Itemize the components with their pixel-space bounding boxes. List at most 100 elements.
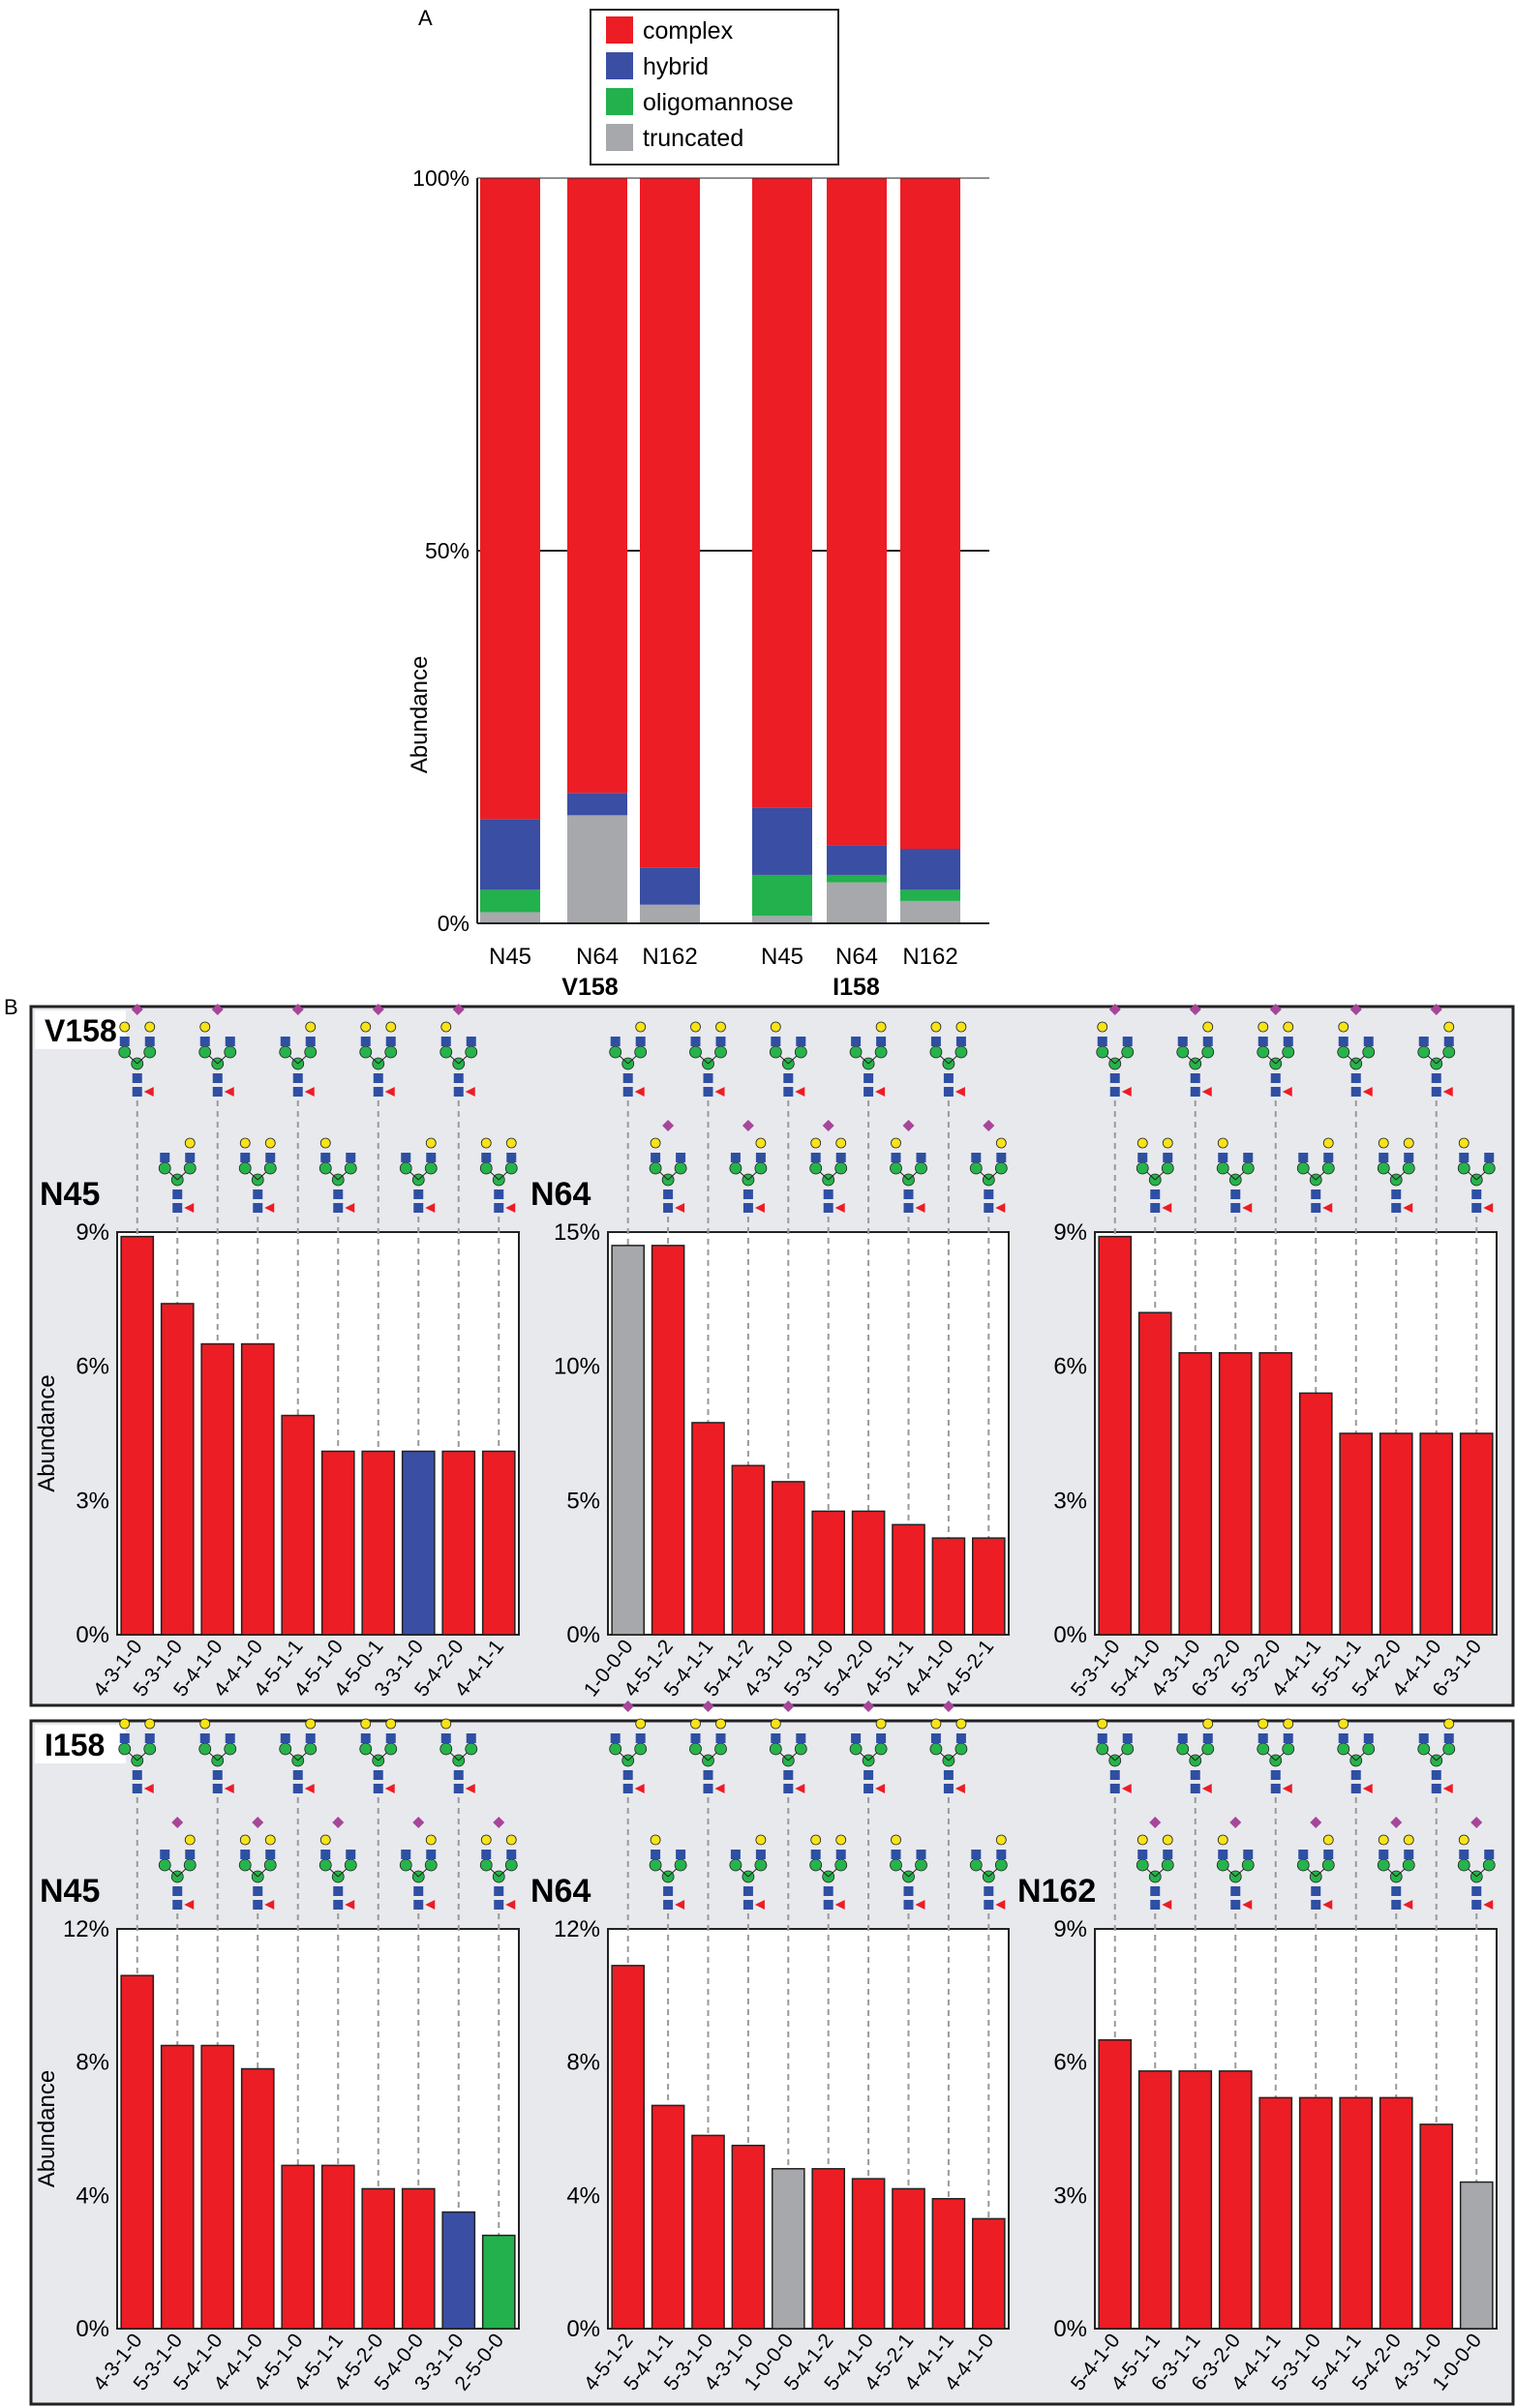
y-tick-label: 0% bbox=[76, 1622, 109, 1648]
galactose-icon bbox=[1403, 1834, 1414, 1846]
fucose-icon bbox=[1442, 1087, 1453, 1097]
bar bbox=[1298, 2096, 1333, 2330]
glcnac-icon bbox=[1109, 1784, 1120, 1793]
glcnac-icon bbox=[320, 1850, 331, 1859]
glcnac-icon bbox=[373, 1073, 383, 1083]
glcnac-icon bbox=[1418, 1733, 1429, 1743]
glcnac-icon bbox=[1391, 1886, 1402, 1896]
glcnac-icon bbox=[703, 1784, 713, 1793]
mannose-icon bbox=[729, 1161, 742, 1175]
galactose-icon bbox=[1443, 1718, 1455, 1730]
glcnac-icon bbox=[494, 1900, 504, 1910]
x-tick-label: N45 bbox=[489, 944, 531, 970]
glcnac-icon bbox=[1218, 1153, 1228, 1162]
glycan-icon bbox=[1457, 1137, 1496, 1213]
mannose-icon bbox=[424, 1161, 438, 1175]
glcnac-icon bbox=[943, 1770, 954, 1780]
galactose-icon bbox=[770, 1718, 781, 1730]
y-tick-label: 100% bbox=[412, 166, 470, 191]
mannose-icon bbox=[1241, 1858, 1255, 1872]
bar bbox=[1218, 2070, 1253, 2330]
glcnac-icon bbox=[265, 1153, 276, 1162]
glcnac-icon bbox=[240, 1153, 251, 1162]
mannose-icon bbox=[158, 1161, 171, 1175]
bar-segment-truncated bbox=[640, 904, 700, 923]
glcnac-icon bbox=[663, 1900, 674, 1910]
galactose-icon bbox=[715, 1021, 726, 1033]
bar bbox=[851, 1510, 886, 1636]
mannose-icon bbox=[649, 1161, 662, 1175]
glcnac-icon bbox=[984, 1886, 994, 1896]
glycan-icon bbox=[689, 1021, 727, 1097]
bar-segment-complex bbox=[752, 178, 812, 808]
fucose-icon bbox=[345, 1203, 355, 1213]
sialic-acid-icon bbox=[1189, 1004, 1201, 1015]
bar bbox=[1419, 2123, 1454, 2330]
mannose-icon bbox=[183, 1858, 197, 1872]
glcnac-icon bbox=[1404, 1153, 1414, 1162]
galactose-icon bbox=[1338, 1718, 1349, 1730]
bar bbox=[120, 1974, 155, 2330]
glcnac-icon bbox=[225, 1037, 235, 1046]
fucose-icon bbox=[465, 1087, 475, 1097]
y-tick-label: 0% bbox=[1053, 1622, 1087, 1648]
galactose-icon bbox=[810, 1834, 822, 1846]
glcnac-icon bbox=[1298, 1850, 1309, 1859]
glcnac-icon bbox=[1431, 1784, 1441, 1793]
legend-swatch-hybrid bbox=[606, 52, 633, 79]
y-tick-label: 6% bbox=[1053, 2050, 1087, 2076]
bar bbox=[320, 1450, 355, 1636]
y-tick-label: 15% bbox=[554, 1219, 600, 1246]
mannose-icon bbox=[1377, 1161, 1390, 1175]
glcnac-icon bbox=[676, 1153, 686, 1162]
mannose-icon bbox=[1482, 1161, 1496, 1175]
glcnac-icon bbox=[1257, 1733, 1268, 1743]
fucose-icon bbox=[834, 1900, 845, 1910]
fucose-icon bbox=[875, 1087, 886, 1097]
galactose-icon bbox=[119, 1021, 131, 1033]
glcnac-icon bbox=[823, 1189, 833, 1199]
glcnac-icon bbox=[333, 1900, 344, 1910]
fucose-icon bbox=[425, 1900, 436, 1910]
glcnac-icon bbox=[783, 1073, 794, 1083]
glcnac-icon bbox=[1471, 1900, 1482, 1910]
glcnac-icon bbox=[916, 1850, 926, 1859]
bar-chart-i158-n162: 5-4-1-04-5-1-16-3-1-16-3-2-04-4-1-15-3-1… bbox=[1017, 1718, 1498, 2394]
mannose-icon bbox=[384, 1742, 398, 1756]
fucose-icon bbox=[1362, 1784, 1373, 1793]
panel-label-a: A bbox=[418, 6, 433, 30]
glcnac-icon bbox=[1338, 1037, 1348, 1046]
galactose-icon bbox=[1162, 1137, 1173, 1149]
glcnac-icon bbox=[225, 1733, 235, 1743]
glcnac-icon bbox=[676, 1850, 686, 1859]
glcnac-icon bbox=[851, 1733, 862, 1743]
sialic-acid-icon bbox=[742, 1120, 754, 1131]
sialic-acid-icon bbox=[1149, 1817, 1162, 1828]
bar-segment-hybrid bbox=[640, 867, 700, 905]
fucose-icon bbox=[1121, 1087, 1132, 1097]
glcnac-icon bbox=[622, 1073, 633, 1083]
bar bbox=[611, 1245, 646, 1636]
mannose-icon bbox=[609, 1045, 622, 1059]
glcnac-icon bbox=[494, 1203, 504, 1213]
glcnac-icon bbox=[1122, 1733, 1133, 1743]
fucose-icon bbox=[1162, 1900, 1172, 1910]
glcnac-icon bbox=[185, 1153, 196, 1162]
galactose-icon bbox=[440, 1718, 452, 1730]
bar-segment-truncated bbox=[900, 900, 960, 923]
glcnac-icon bbox=[703, 1770, 713, 1780]
bar-segment-hybrid bbox=[827, 845, 887, 875]
glycan-icon bbox=[439, 1718, 478, 1793]
galactose-icon bbox=[955, 1718, 967, 1730]
glycan-icon bbox=[1096, 1004, 1135, 1097]
mannose-icon bbox=[1121, 1742, 1135, 1756]
glcnac-icon bbox=[172, 1203, 183, 1213]
sialic-acid-icon bbox=[372, 1004, 384, 1015]
glycan-icon bbox=[158, 1137, 197, 1213]
galactose-icon bbox=[650, 1834, 661, 1846]
bar-segment-complex bbox=[480, 178, 540, 820]
sialic-acid-icon bbox=[902, 1120, 915, 1131]
fucose-icon bbox=[425, 1203, 436, 1213]
mannose-icon bbox=[504, 1858, 518, 1872]
glycan-icon bbox=[439, 1004, 478, 1097]
